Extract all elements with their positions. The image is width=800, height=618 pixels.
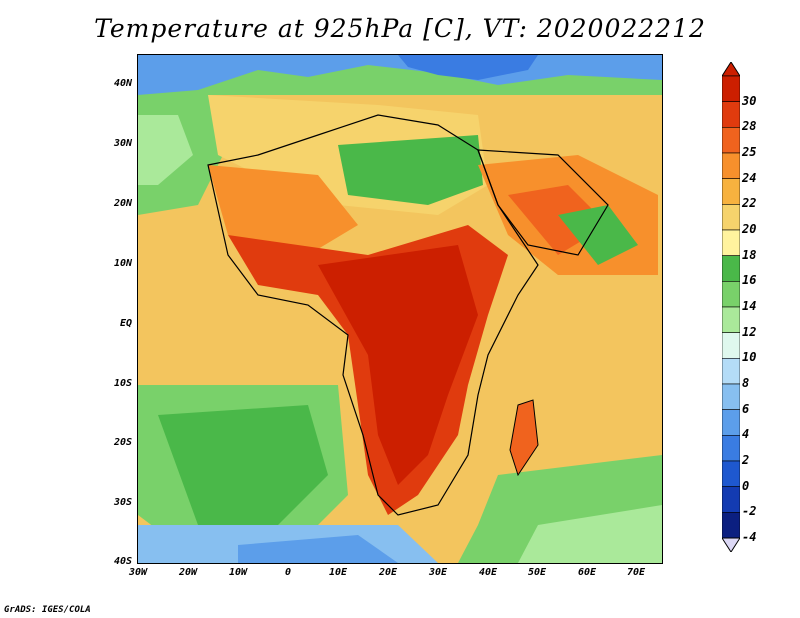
colorbar-segment — [722, 383, 740, 410]
colorbar-segment — [722, 332, 740, 359]
colorbar-segment — [722, 75, 740, 102]
colorbar — [722, 62, 740, 552]
colorbar-label: -2 — [742, 504, 757, 519]
colorbar-label: 8 — [742, 376, 750, 390]
lat-label: 40N — [113, 78, 132, 89]
lon-label: 50E — [527, 567, 547, 578]
temperature-map — [137, 54, 663, 564]
colorbar-label: 28 — [742, 119, 757, 134]
colorbar-label: 2 — [742, 453, 750, 467]
lon-label: 40E — [478, 567, 498, 578]
lat-label: 30N — [113, 138, 132, 149]
lon-label: 10E — [328, 567, 348, 578]
colorbar-segment — [722, 229, 740, 256]
colorbar-segment — [722, 512, 740, 539]
colorbar-label: 18 — [742, 247, 757, 262]
lon-label: 70E — [626, 567, 646, 578]
colorbar-segment — [722, 358, 740, 385]
colorbar-segment — [722, 101, 740, 128]
colorbar-bottom-cap — [722, 537, 740, 552]
colorbar-segment — [722, 127, 740, 154]
colorbar-segment — [722, 281, 740, 308]
lon-label: 0 — [284, 567, 292, 578]
lat-label: EQ — [119, 318, 132, 329]
colorbar-segment — [722, 306, 740, 333]
colorbar-label: 16 — [742, 273, 757, 288]
colorbar-segment — [722, 178, 740, 205]
colorbar-segment — [722, 435, 740, 462]
lat-label: 40S — [113, 556, 132, 567]
chart-title: Temperature at 925hPa [C], VT: 202002221… — [94, 14, 706, 43]
lat-label: 20S — [113, 437, 132, 448]
colorbar-label: 10 — [742, 350, 757, 365]
lon-label: 30W — [128, 567, 148, 578]
lon-label: 60E — [577, 567, 597, 578]
colorbar-label: 20 — [742, 222, 757, 236]
colorbar-segment — [722, 409, 740, 436]
colorbar-label: 0 — [742, 478, 750, 493]
lat-label: 20N — [113, 198, 132, 209]
colorbar-label: 4 — [742, 427, 750, 442]
lon-label: 20W — [178, 567, 198, 578]
colorbar-label: 14 — [742, 299, 757, 313]
colorbar-segment — [722, 486, 740, 513]
lat-label: 10S — [113, 378, 132, 389]
lat-label: 30S — [113, 497, 132, 508]
colorbar-label: 12 — [742, 324, 757, 339]
lat-label: 10N — [113, 258, 132, 269]
colorbar-label: -4 — [742, 530, 757, 544]
colorbar-label: 30 — [742, 93, 757, 108]
colorbar-segment — [722, 204, 740, 231]
lon-label: 20E — [378, 567, 398, 578]
lon-label: 30E — [428, 567, 448, 578]
colorbar-label: 25 — [742, 145, 757, 159]
colorbar-segment — [722, 152, 740, 179]
colorbar-label: 6 — [742, 401, 750, 416]
colorbar-segment — [722, 255, 740, 282]
lon-label: 10W — [228, 567, 248, 578]
colorbar-segment — [722, 460, 740, 487]
colorbar-label: 24 — [742, 170, 757, 185]
footer-credit: GrADS: IGES/COLA — [4, 605, 91, 615]
colorbar-label: 22 — [742, 196, 757, 211]
colorbar-top-cap — [722, 62, 740, 77]
